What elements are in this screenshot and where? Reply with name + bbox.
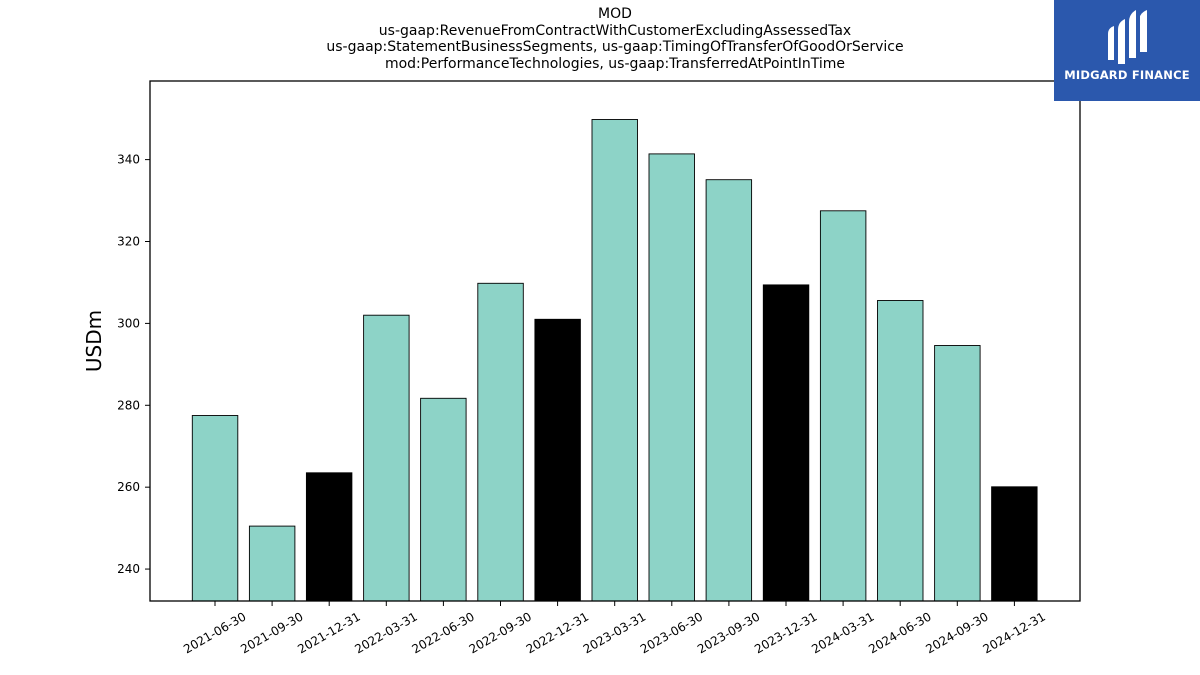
y-tick-label: 300 bbox=[117, 316, 140, 330]
x-tick-label: 2021-12-31 bbox=[295, 609, 362, 656]
logo-mark-icon bbox=[1108, 10, 1147, 64]
bar-2021-09-30 bbox=[248, 525, 296, 602]
y-tick-label: 320 bbox=[117, 235, 140, 249]
bar-2023-06-30 bbox=[648, 153, 695, 602]
x-tick-label: 2024-09-30 bbox=[923, 609, 990, 656]
bar-2022-03-31 bbox=[363, 314, 410, 602]
bar-2024-06-30 bbox=[877, 300, 924, 602]
bar-2022-12-31 bbox=[534, 318, 581, 602]
x-tick-label: 2023-09-30 bbox=[695, 609, 762, 656]
y-tick-label: 240 bbox=[117, 562, 140, 576]
x-tick-label: 2022-09-30 bbox=[467, 609, 534, 656]
bars-group bbox=[191, 119, 1038, 602]
title-line-members: mod:PerformanceTechnologies, us-gaap:Tra… bbox=[384, 55, 846, 72]
x-tick-label: 2022-03-31 bbox=[352, 609, 419, 656]
x-tick-label: 2024-06-30 bbox=[866, 609, 933, 656]
bar-2021-12-31 bbox=[305, 472, 353, 602]
y-axis-label: USDm bbox=[82, 310, 106, 372]
x-tick-label: 2024-03-31 bbox=[809, 609, 876, 656]
x-axis: 2021-06-302021-09-302021-12-312022-03-31… bbox=[181, 601, 1048, 656]
x-tick-label: 2023-03-31 bbox=[581, 609, 648, 656]
plot-frame bbox=[149, 80, 1081, 602]
title-line-concept: us-gaap:RevenueFromContractWithCustomerE… bbox=[378, 22, 852, 39]
bar-2023-03-31 bbox=[591, 119, 638, 602]
bar-2023-09-30 bbox=[705, 179, 753, 602]
y-axis: 240 260 280 300 320 340 bbox=[117, 153, 150, 576]
x-tick-label: 2021-09-30 bbox=[238, 609, 305, 656]
bar-2024-12-31 bbox=[991, 486, 1038, 602]
x-tick-label: 2023-12-31 bbox=[752, 609, 819, 656]
title-line-ticker: MOD bbox=[598, 6, 632, 22]
x-tick-label: 2021-06-30 bbox=[181, 609, 248, 656]
bar-2023-12-31 bbox=[762, 284, 810, 602]
title-line-axes: us-gaap:StatementBusinessSegments, us-ga… bbox=[326, 39, 904, 55]
bar-2024-03-31 bbox=[819, 210, 867, 602]
midgard-finance-logo: MIDGARD FINANCE bbox=[1054, 0, 1200, 101]
x-tick-label: 2022-06-30 bbox=[409, 609, 476, 656]
y-tick-label: 280 bbox=[117, 398, 140, 412]
bar-2024-09-30 bbox=[934, 345, 981, 602]
x-tick-label: 2022-12-31 bbox=[524, 609, 591, 656]
bar-2022-06-30 bbox=[420, 397, 467, 602]
chart-title: MOD us-gaap:RevenueFromContractWithCusto… bbox=[150, 6, 1080, 72]
x-tick-label: 2024-12-31 bbox=[980, 609, 1047, 656]
x-tick-label: 2023-06-30 bbox=[638, 609, 705, 656]
y-tick-label: 260 bbox=[117, 480, 140, 494]
y-tick-label: 340 bbox=[117, 153, 140, 167]
bar-2022-09-30 bbox=[477, 282, 524, 602]
bar-2021-06-30 bbox=[191, 415, 239, 602]
logo-text: MIDGARD FINANCE bbox=[1064, 68, 1190, 82]
